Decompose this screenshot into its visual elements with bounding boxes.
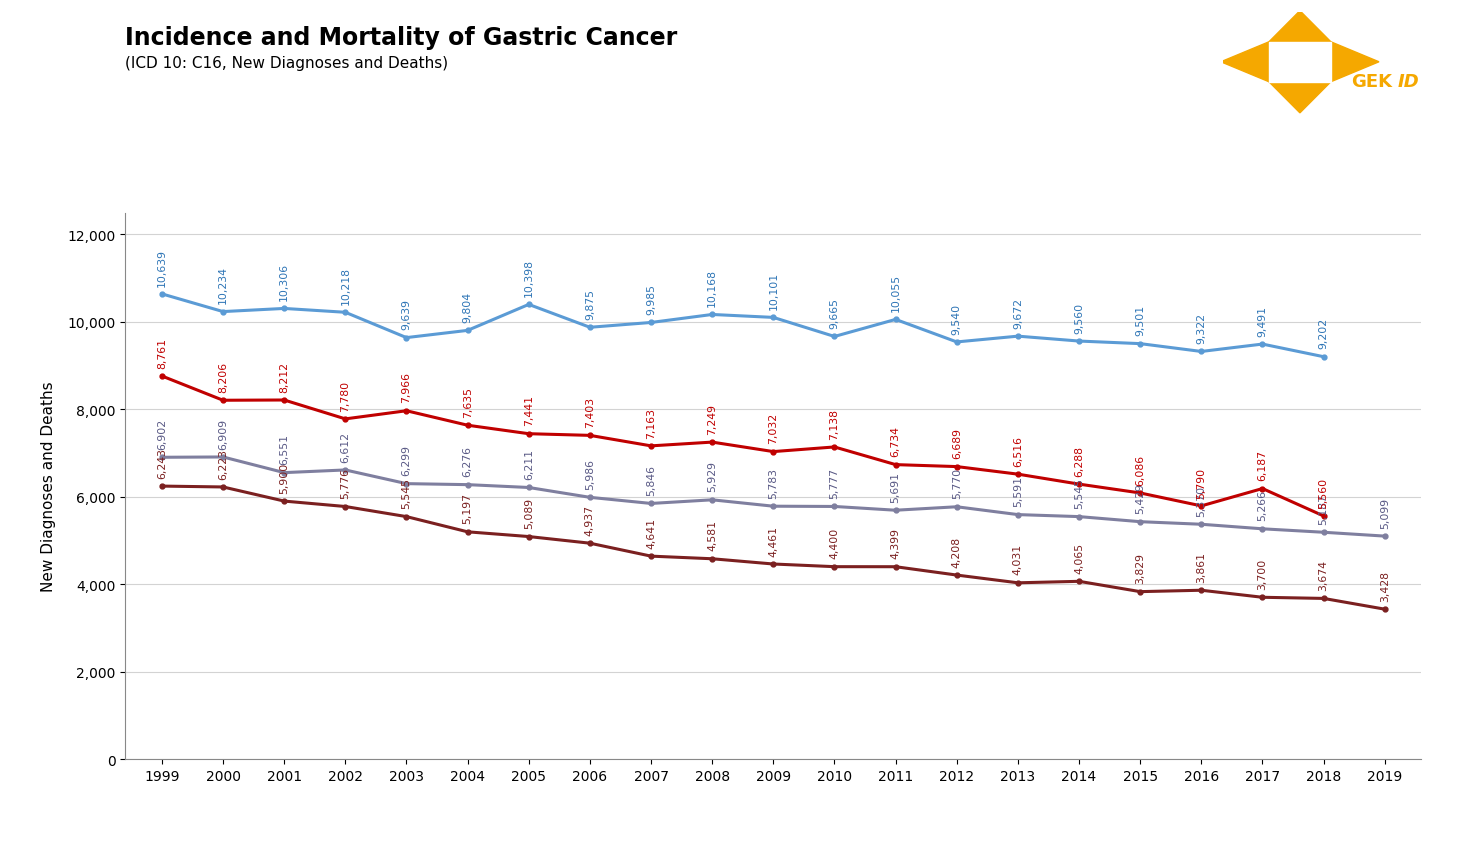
Text: 5,591: 5,591 (1013, 476, 1022, 507)
Text: 9,875: 9,875 (585, 288, 595, 320)
Text: 3,428: 3,428 (1380, 570, 1389, 601)
Text: 3,829: 3,829 (1136, 553, 1145, 583)
Text: 4,461: 4,461 (769, 525, 778, 556)
Text: 10,234: 10,234 (218, 266, 228, 304)
Text: 8,206: 8,206 (218, 362, 228, 392)
Text: 5,986: 5,986 (585, 458, 595, 490)
Text: 6,689: 6,689 (952, 427, 962, 459)
Text: 10,168: 10,168 (707, 269, 717, 307)
Text: 6,211: 6,211 (524, 449, 533, 479)
Text: 5,776: 5,776 (340, 467, 351, 499)
Text: 5,187: 5,187 (1318, 493, 1329, 525)
Text: 5,691: 5,691 (891, 472, 900, 502)
Text: 5,197: 5,197 (463, 493, 473, 524)
Text: 7,635: 7,635 (463, 386, 473, 417)
Text: 3,700: 3,700 (1258, 558, 1267, 589)
Text: 4,399: 4,399 (891, 528, 900, 559)
Legend: Incidence Males, Mortality Males, Incidence Females, Mortality Females: Incidence Males, Mortality Males, Incide… (396, 848, 1150, 853)
Text: 7,249: 7,249 (707, 403, 717, 434)
Text: 5,783: 5,783 (769, 467, 778, 498)
Text: 6,086: 6,086 (1136, 454, 1145, 485)
Text: 9,560: 9,560 (1074, 302, 1084, 334)
Text: 7,780: 7,780 (340, 380, 351, 411)
Text: 6,516: 6,516 (1013, 435, 1022, 467)
Text: 5,429: 5,429 (1136, 483, 1145, 514)
Text: 9,491: 9,491 (1258, 305, 1267, 336)
Text: 4,641: 4,641 (647, 517, 655, 548)
Text: 6,612: 6,612 (340, 431, 351, 462)
Text: 6,902: 6,902 (158, 418, 166, 450)
Text: 4,208: 4,208 (952, 536, 962, 567)
Polygon shape (1268, 12, 1330, 43)
Text: 5,099: 5,099 (1380, 497, 1389, 528)
Text: 7,966: 7,966 (402, 372, 411, 403)
Text: 7,032: 7,032 (769, 413, 778, 444)
Text: 4,937: 4,937 (585, 504, 595, 535)
Text: 6,734: 6,734 (891, 426, 900, 456)
Text: 7,441: 7,441 (524, 395, 533, 426)
Text: 5,545: 5,545 (1074, 478, 1084, 508)
Text: 5,929: 5,929 (707, 461, 717, 492)
Text: 5,560: 5,560 (1318, 477, 1329, 508)
Polygon shape (1330, 43, 1379, 83)
Text: 4,581: 4,581 (707, 519, 717, 551)
Text: 8,761: 8,761 (158, 337, 166, 368)
Text: 5,089: 5,089 (524, 497, 533, 529)
Text: 9,672: 9,672 (1013, 298, 1022, 328)
Text: 10,398: 10,398 (524, 258, 533, 297)
Y-axis label: New Diagnoses and Deaths: New Diagnoses and Deaths (41, 381, 56, 591)
Text: 9,501: 9,501 (1136, 305, 1145, 336)
Text: 10,639: 10,639 (158, 248, 166, 287)
Text: 4,400: 4,400 (829, 527, 840, 559)
Text: 6,187: 6,187 (1258, 450, 1267, 480)
Text: 3,861: 3,861 (1196, 551, 1206, 583)
Text: 10,101: 10,101 (769, 271, 778, 310)
Text: 9,985: 9,985 (647, 284, 655, 315)
Text: 6,299: 6,299 (402, 444, 411, 476)
Text: 9,322: 9,322 (1196, 313, 1206, 344)
Polygon shape (1268, 83, 1330, 113)
Text: 7,138: 7,138 (829, 408, 840, 439)
Text: 9,665: 9,665 (829, 298, 840, 328)
Text: 6,909: 6,909 (218, 418, 228, 450)
Text: 7,163: 7,163 (647, 407, 655, 438)
Text: 5,370: 5,370 (1196, 485, 1206, 516)
Text: 5,770: 5,770 (952, 467, 962, 499)
Text: 4,031: 4,031 (1013, 543, 1022, 575)
Text: 10,055: 10,055 (891, 274, 900, 311)
Text: (ICD 10: C16, New Diagnoses and Deaths): (ICD 10: C16, New Diagnoses and Deaths) (125, 55, 448, 71)
Polygon shape (1221, 43, 1268, 83)
Text: 5,266: 5,266 (1258, 490, 1267, 521)
Text: 10,218: 10,218 (340, 267, 351, 305)
Text: Incidence and Mortality of Gastric Cancer: Incidence and Mortality of Gastric Cance… (125, 26, 678, 49)
Text: 5,545: 5,545 (402, 478, 411, 508)
Text: 10,306: 10,306 (280, 263, 289, 301)
Text: 7,403: 7,403 (585, 397, 595, 427)
Text: GEK: GEK (1352, 73, 1392, 90)
Text: 6,288: 6,288 (1074, 445, 1084, 476)
Polygon shape (1268, 43, 1330, 83)
Text: 9,540: 9,540 (952, 303, 962, 334)
Text: 5,900: 5,900 (280, 462, 289, 493)
Text: 9,202: 9,202 (1318, 318, 1329, 349)
Text: 9,639: 9,639 (402, 299, 411, 330)
Text: 6,223: 6,223 (218, 448, 228, 479)
Text: 6,551: 6,551 (280, 434, 289, 465)
Text: 8,212: 8,212 (280, 361, 289, 392)
Text: 4,065: 4,065 (1074, 543, 1084, 573)
Text: 5,790: 5,790 (1196, 467, 1206, 498)
Text: 5,777: 5,777 (829, 467, 840, 498)
Text: ID: ID (1398, 73, 1420, 90)
Text: 6,276: 6,276 (463, 446, 473, 477)
Text: 5,846: 5,846 (647, 465, 655, 496)
Text: 9,804: 9,804 (463, 292, 473, 322)
Text: 3,674: 3,674 (1318, 560, 1329, 590)
Text: 6,243: 6,243 (158, 447, 166, 479)
